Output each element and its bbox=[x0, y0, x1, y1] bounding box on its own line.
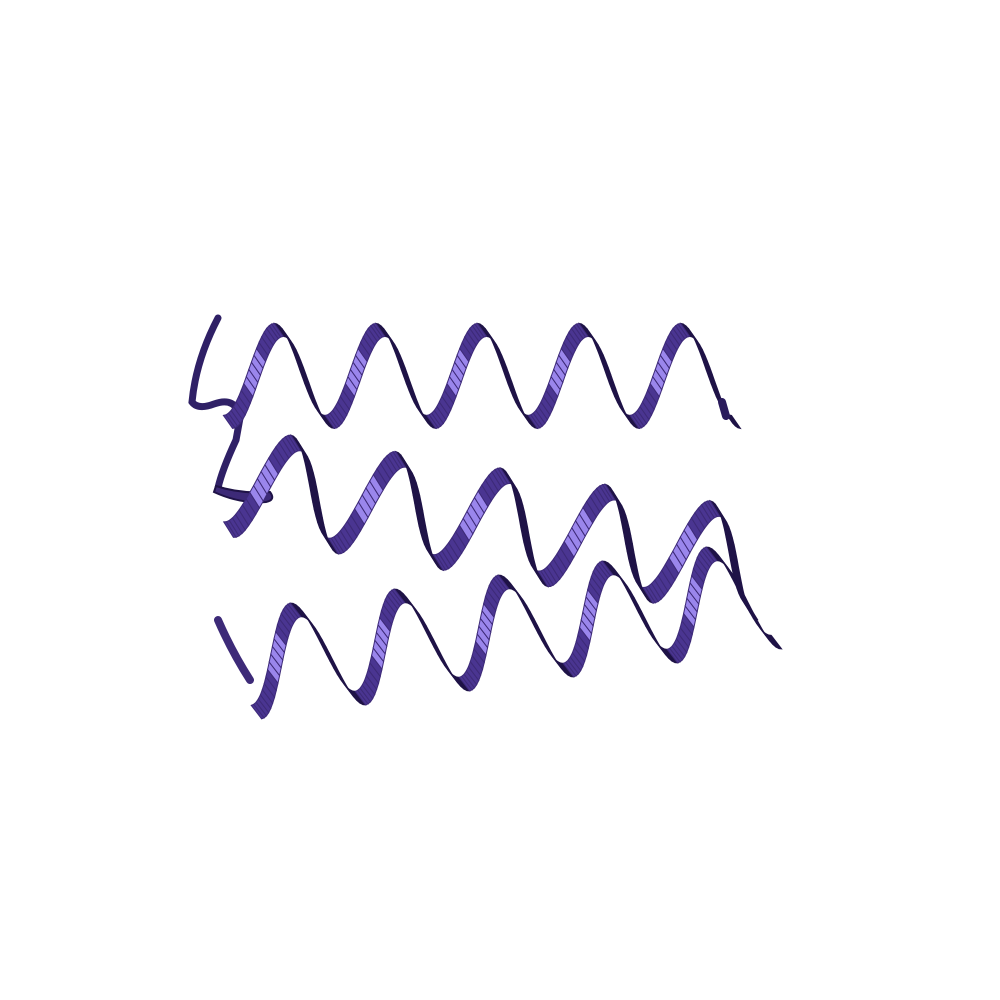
helix-3-front-segment bbox=[703, 546, 718, 563]
helix-3-front-segment bbox=[495, 574, 510, 591]
helix-3-back-segment bbox=[767, 634, 783, 650]
helix-1-front-segment bbox=[270, 322, 285, 338]
helix-1-front-segment bbox=[677, 322, 691, 338]
helix-3-front-segment bbox=[391, 588, 406, 605]
helix-back-faces bbox=[273, 322, 783, 706]
helix-1-front-segment bbox=[372, 322, 386, 338]
helix-1-front-segment bbox=[575, 322, 589, 338]
loop-tail-right bbox=[718, 398, 730, 420]
loop-c-terminus bbox=[214, 616, 254, 684]
loop-connectors bbox=[188, 314, 730, 684]
helix-1-back-segment bbox=[727, 414, 742, 430]
helix-2-front-segment bbox=[497, 467, 512, 485]
loop-n-terminus bbox=[188, 314, 244, 492]
helix-3-front-segment bbox=[287, 602, 302, 619]
helix-3-front-segment bbox=[599, 560, 614, 577]
helix-1-front-segment bbox=[474, 322, 488, 338]
helix-2-front-segment bbox=[706, 500, 721, 518]
helix-2-front-segment bbox=[287, 434, 302, 452]
helix-2-front-segment bbox=[601, 483, 616, 501]
helix-front-faces bbox=[222, 322, 721, 720]
helix-2-front-segment bbox=[392, 451, 407, 468]
